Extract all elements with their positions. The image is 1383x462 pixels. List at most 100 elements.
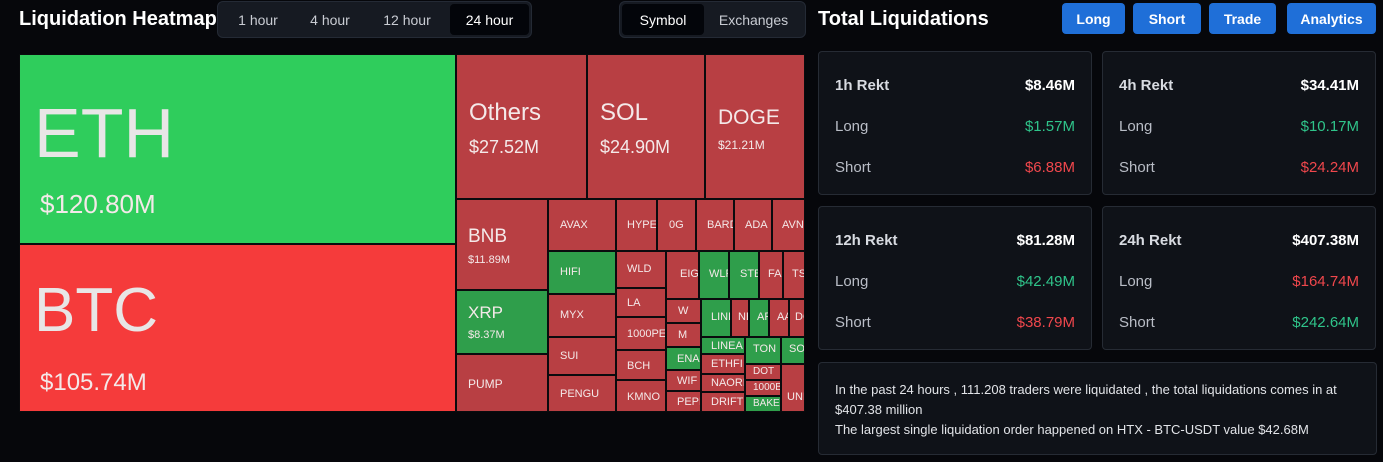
rekt-row-long: Long $1.57M [835, 118, 1075, 135]
heatmap-tile-1000bonk[interactable]: 1000BONK [745, 380, 781, 396]
tile-symbol: WIF [677, 375, 698, 387]
long-button[interactable]: Long [1062, 3, 1125, 34]
heatmap-tile-ena[interactable]: ENA [666, 347, 701, 370]
heatmap-tile-dot[interactable]: DOT [745, 364, 781, 380]
heatmap-tile-pepe[interactable]: PEPE [666, 391, 701, 412]
short-button[interactable]: Short [1133, 3, 1201, 34]
heatmap-tile-fartcoin[interactable]: FARTCOIN [759, 251, 783, 299]
heatmap-tile-sui[interactable]: SUI [548, 337, 616, 375]
heatmap-tile-ethfi[interactable]: ETHFI [701, 354, 745, 374]
rekt-row-long: Long $10.17M [1119, 118, 1359, 135]
heatmap-tile-xrp[interactable]: XRP $8.37M [456, 290, 548, 354]
rekt-short-value: $242.64M [1292, 314, 1359, 331]
tab-4-hour[interactable]: 4 hour [310, 11, 350, 28]
tile-symbol: MYX [560, 309, 584, 321]
heatmap-tile-m[interactable]: M [666, 323, 701, 347]
tile-amount: $11.89M [468, 254, 510, 266]
rekt-long-label: Long [1119, 273, 1153, 290]
heatmap-tile-hifi[interactable]: HIFI [548, 251, 616, 294]
tile-amount: $8.37M [468, 329, 505, 341]
analytics-button[interactable]: Analytics [1287, 3, 1376, 34]
tab-12-hour[interactable]: 12 hour [383, 11, 431, 28]
heatmap-tile-doge[interactable]: DOGE $21.21M [705, 54, 805, 199]
heatmap-tile-hype[interactable]: HYPE [616, 199, 657, 251]
rekt-total-value: $81.28M [1016, 232, 1075, 249]
heatmap-tile-eth[interactable]: ETH $120.80M [19, 54, 456, 244]
rekt-long-label: Long [835, 118, 869, 135]
heatmap-tile-bard[interactable]: BARD [696, 199, 734, 251]
heatmap-tile-w[interactable]: W [666, 299, 701, 323]
tile-symbol: NEAR [738, 311, 748, 323]
rekt-short-label: Short [1119, 314, 1155, 331]
heatmap-tile-myx[interactable]: MYX [548, 294, 616, 337]
heatmap-tile-linea[interactable]: LINEA [701, 337, 745, 354]
tile-symbol: BNB [468, 226, 508, 247]
rekt-row-long: Long $164.74M [1119, 273, 1359, 290]
heatmap-tile-1000pepe[interactable]: 1000PEPE [616, 317, 666, 350]
tile-symbol: HIFI [560, 266, 581, 278]
rekt-short-value: $38.79M [1016, 314, 1075, 331]
rekt-row-total: 12h Rekt $81.28M [835, 232, 1075, 249]
tile-symbol: AAVE [777, 311, 788, 323]
tab-symbol[interactable]: Symbol [622, 4, 704, 35]
heatmap-tile-bake[interactable]: BAKE [745, 396, 781, 412]
heatmap-tile-pengu[interactable]: PENGU [548, 375, 616, 412]
heatmap-tile-la[interactable]: LA [616, 288, 666, 317]
heatmap-tile-btc[interactable]: BTC $105.74M [19, 244, 456, 412]
heatmap-tile-stbl[interactable]: STBL [729, 251, 759, 299]
heatmap-tile-ada[interactable]: ADA [734, 199, 772, 251]
heatmap-tile-avnt[interactable]: AVNT [772, 199, 805, 251]
rekt-short-label: Short [835, 159, 871, 176]
tile-symbol: PEPE [677, 396, 700, 408]
tile-symbol: BAKE [753, 398, 780, 409]
heatmap-tile-bch[interactable]: BCH [616, 350, 666, 380]
heatmap-tile-dot[interactable]: DOT [789, 299, 805, 337]
heatmap-tile-aave[interactable]: AAVE [769, 299, 789, 337]
tile-symbol: ETHFI [711, 358, 743, 370]
heatmap-tile-apt[interactable]: APT [749, 299, 769, 337]
heatmap-tile-near[interactable]: NEAR [731, 299, 749, 337]
rekt-card-12h: 12h Rekt $81.28M Long $42.49M Short $38.79M [818, 206, 1092, 350]
rekt-total-value: $407.38M [1292, 232, 1359, 249]
heatmap-tile-avax[interactable]: AVAX [548, 199, 616, 251]
heatmap-tile-0g[interactable]: 0G [657, 199, 696, 251]
tab-exchanges[interactable]: Exchanges [718, 11, 789, 28]
heatmap-tile-tst[interactable]: TST [783, 251, 805, 299]
heatmap-tile-uni[interactable]: UNI [781, 364, 805, 412]
tile-symbol: AVNT [782, 219, 804, 231]
page-title: Liquidation Heatmap [19, 8, 217, 30]
heatmap-tile-ton[interactable]: TON [745, 337, 781, 364]
rekt-card-24h: 24h Rekt $407.38M Long $164.74M Short $242.64… [1102, 206, 1376, 350]
heatmap-tile-pump[interactable]: PUMP [456, 354, 548, 412]
tab-1-hour[interactable]: 1 hour [238, 11, 278, 28]
heatmap-tile-naoris[interactable]: NAORIS [701, 374, 745, 392]
heatmap-tile-kmno[interactable]: KMNO [616, 380, 666, 412]
heatmap-tile-eigen[interactable]: EIGEN [666, 251, 699, 299]
rekt-long-value: $10.17M [1300, 118, 1359, 135]
trade-button[interactable]: Trade [1209, 3, 1276, 34]
rekt-short-value: $24.24M [1300, 159, 1359, 176]
heatmap-tile-bnb[interactable]: BNB $11.89M [456, 199, 548, 290]
heatmap-tile-wld[interactable]: WLD [616, 251, 666, 288]
rekt-row-total: 4h Rekt $34.41M [1119, 77, 1359, 94]
rekt-long-label: Long [1119, 118, 1153, 135]
tile-symbol: DOT [753, 366, 775, 377]
heatmap-tile-sol[interactable]: SOL $24.90M [587, 54, 705, 199]
heatmap-tile-soph[interactable]: SOPH [781, 337, 805, 364]
heatmap-tile-others[interactable]: Others $27.52M [456, 54, 587, 199]
tile-symbol: SUI [560, 350, 579, 362]
tile-amount: $24.90M [600, 137, 671, 157]
tile-symbol: TST [792, 268, 804, 280]
tile-symbol: FARTCOIN [768, 268, 782, 280]
heatmap-tile-wlfi[interactable]: WLFI [699, 251, 729, 299]
tab-24-hour[interactable]: 24 hour [450, 4, 529, 35]
heatmap-tile-drift[interactable]: DRIFT [701, 392, 745, 412]
rekt-row-short: Short $242.64M [1119, 314, 1359, 331]
rekt-total-value: $8.46M [1024, 77, 1075, 94]
rekt-total-label: 1h Rekt [835, 77, 890, 94]
tile-symbol: LINEA [711, 340, 743, 352]
heatmap-tile-wif[interactable]: WIF [666, 370, 701, 391]
heatmap-tile-link[interactable]: LINK [701, 299, 731, 337]
rekt-short-label: Short [835, 314, 871, 331]
rekt-short-label: Short [1119, 159, 1155, 176]
